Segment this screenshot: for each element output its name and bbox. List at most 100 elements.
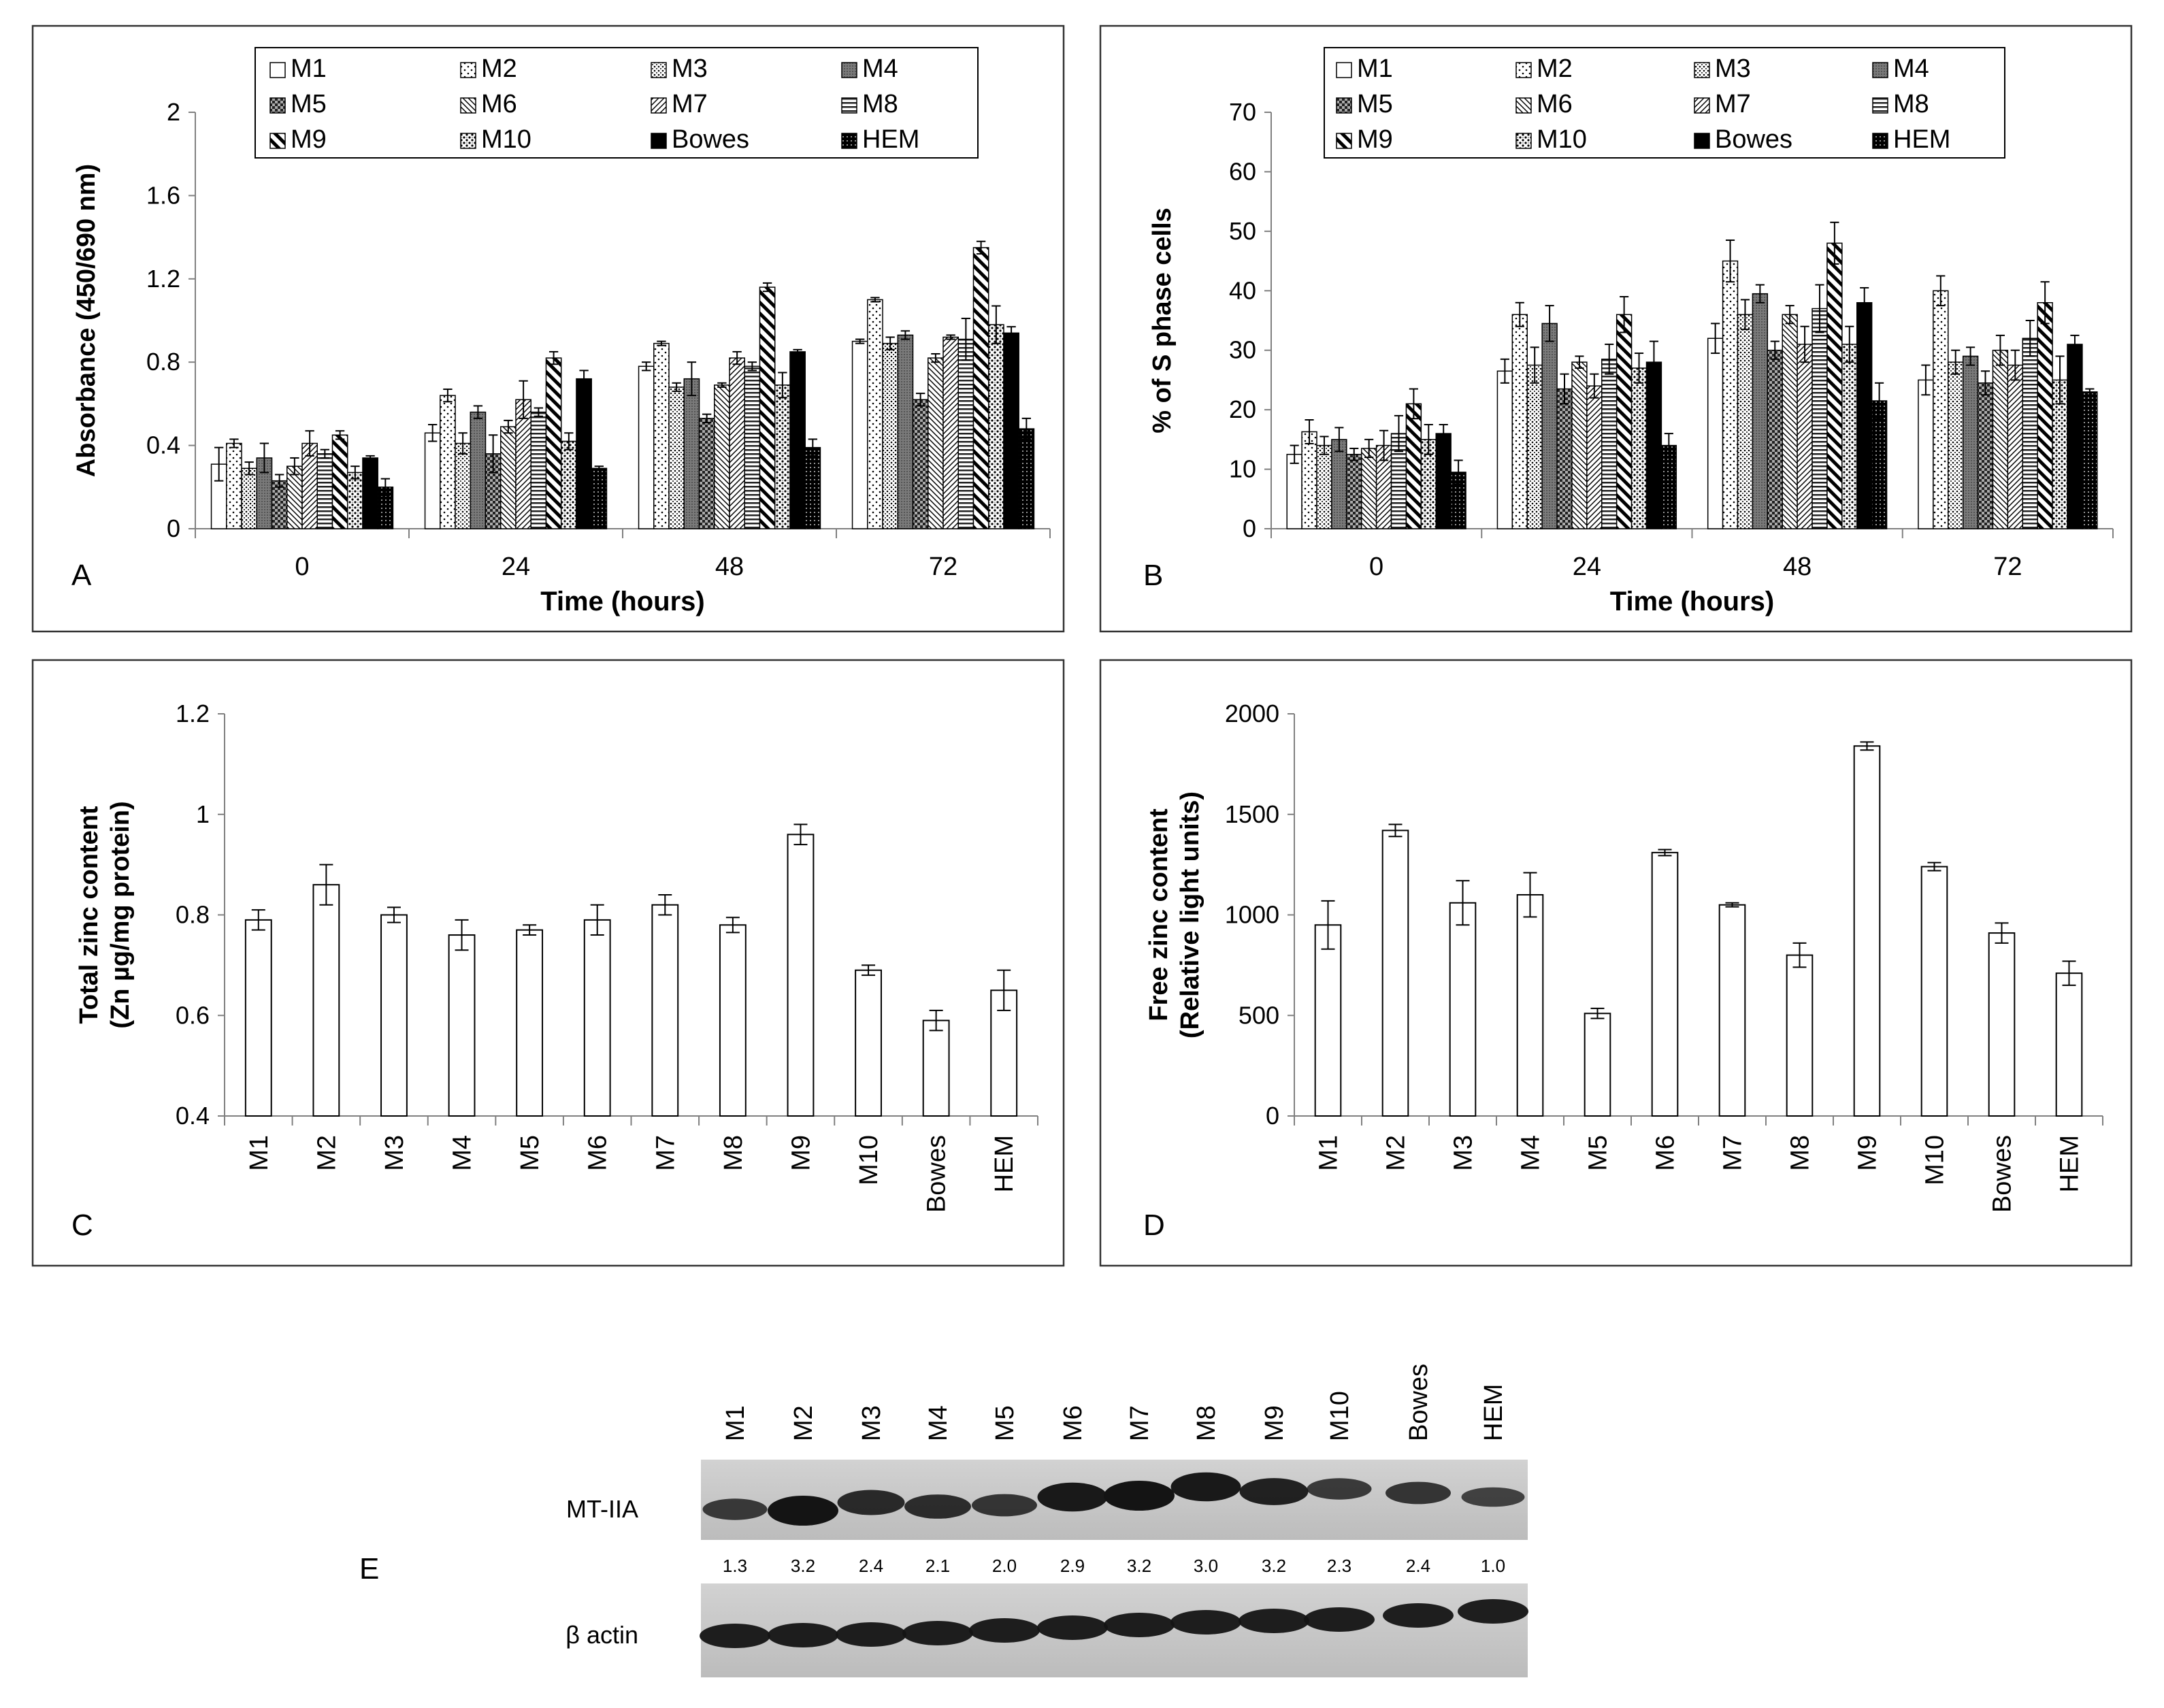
bar-m4 bbox=[1752, 293, 1769, 529]
bar-m2 bbox=[312, 884, 340, 1117]
bar-m9 bbox=[1826, 242, 1843, 529]
legend-label-bowes: Bowes bbox=[1715, 125, 1792, 154]
blot-ratio-value: 1.0 bbox=[1481, 1556, 1505, 1576]
bar-m9 bbox=[545, 357, 562, 529]
chart-b: 0 10 20 30 40 50 60 70 0 24 48 72 Time (hours) % of S… bbox=[1148, 47, 2114, 617]
x-category-label: M3 bbox=[1449, 1135, 1478, 1171]
bar-m4 bbox=[1516, 893, 1544, 1117]
legend-label-m10: M10 bbox=[1537, 125, 1587, 154]
x-axis-title: Time (hours) bbox=[1610, 587, 1775, 617]
beta-actin-band bbox=[1458, 1599, 1528, 1624]
bar-bowes bbox=[1435, 433, 1452, 529]
bar-m1 bbox=[244, 919, 272, 1117]
y-tick-label: 0.6 bbox=[176, 1001, 210, 1029]
legend-swatch-bowes bbox=[1694, 133, 1710, 149]
legend-swatch-m10 bbox=[1515, 133, 1532, 149]
bar-m7 bbox=[729, 357, 745, 529]
bar-m3 bbox=[1948, 361, 1964, 529]
panel-a-frame bbox=[31, 24, 1065, 633]
y-axis-title-line2: (Relative light units) bbox=[1176, 791, 1204, 1038]
bar-bowes bbox=[1003, 332, 1019, 529]
x-category-label: M5 bbox=[516, 1135, 544, 1171]
blot-lane-label: M10 bbox=[1326, 1391, 1354, 1441]
bar-bowes bbox=[922, 1019, 950, 1117]
bar-m9 bbox=[787, 834, 815, 1117]
bar-m2 bbox=[867, 299, 883, 529]
y-tick-label: 0.4 bbox=[176, 1102, 210, 1130]
blot-lane-label: Bowes bbox=[1405, 1364, 1433, 1441]
bar-hem bbox=[2055, 972, 2083, 1117]
legend-label-m8: M8 bbox=[1893, 90, 1929, 118]
bar-m8 bbox=[744, 365, 761, 529]
bar-m7 bbox=[2007, 364, 2024, 529]
x-category-label: 48 bbox=[715, 553, 744, 581]
bar-m2 bbox=[1301, 431, 1317, 529]
blot-ratio-value: 2.9 bbox=[1060, 1556, 1085, 1576]
x-category-label: M1 bbox=[1315, 1135, 1343, 1171]
bar-m3 bbox=[380, 914, 408, 1117]
bar-m10 bbox=[855, 969, 882, 1117]
x-category-label: M9 bbox=[1854, 1135, 1882, 1171]
legend-label-m4: M4 bbox=[862, 54, 898, 83]
y-tick-label: 2 bbox=[167, 98, 180, 126]
legend-swatch-m4 bbox=[841, 62, 857, 78]
bar-m5 bbox=[271, 480, 288, 529]
legend-label-m9: M9 bbox=[1357, 125, 1393, 154]
bar-m7 bbox=[651, 904, 679, 1117]
bar-bowes bbox=[576, 378, 592, 529]
bar-m5 bbox=[516, 929, 544, 1117]
beta-actin-band bbox=[836, 1622, 906, 1647]
bar-m6 bbox=[500, 426, 517, 529]
bar-bowes bbox=[1856, 302, 1873, 529]
bar-m2 bbox=[1933, 290, 1949, 529]
blot-lane-label: M5 bbox=[991, 1405, 1019, 1441]
bar-m7 bbox=[1797, 344, 1813, 529]
bar-m9 bbox=[972, 247, 989, 529]
y-tick-label: 1000 bbox=[1225, 901, 1279, 929]
bar-m1 bbox=[1286, 453, 1302, 529]
mt-iia-band bbox=[972, 1494, 1037, 1517]
mt-iia-band bbox=[837, 1490, 905, 1515]
bar-m7 bbox=[942, 336, 959, 529]
legend-label-m10: M10 bbox=[481, 125, 531, 154]
x-category-label: M9 bbox=[787, 1135, 815, 1171]
bar-m2 bbox=[226, 442, 242, 529]
legend-swatch-m8 bbox=[1872, 97, 1888, 114]
x-category-label: M2 bbox=[1382, 1135, 1411, 1171]
y-axis-title-line1: Free zinc content bbox=[1145, 808, 1173, 1021]
y-tick-label: 0 bbox=[1243, 514, 1256, 542]
bar-m3 bbox=[241, 467, 258, 529]
bar-m5 bbox=[1556, 388, 1573, 529]
y-tick-label: 1 bbox=[196, 800, 210, 828]
blot-lane-label: M3 bbox=[857, 1405, 886, 1441]
bar-m7 bbox=[1718, 904, 1746, 1117]
blot-lane-label: M6 bbox=[1059, 1405, 1087, 1441]
blot-ratio-value: 3.0 bbox=[1194, 1556, 1218, 1576]
x-category-label: 24 bbox=[502, 553, 530, 581]
mt-iia-band bbox=[1307, 1478, 1372, 1500]
bar-m2 bbox=[440, 395, 456, 529]
bar-hem bbox=[591, 467, 608, 529]
bar-bowes bbox=[1645, 361, 1662, 529]
bar-m10 bbox=[987, 324, 1004, 529]
blot-ratio-value: 2.0 bbox=[992, 1556, 1017, 1576]
legend-swatch-m5 bbox=[1336, 97, 1352, 114]
mt-iia-band bbox=[1461, 1487, 1525, 1507]
legend-label-m1: M1 bbox=[1357, 54, 1393, 83]
bar-m3 bbox=[1737, 314, 1754, 529]
bar-m2 bbox=[1511, 314, 1528, 529]
x-category-label: 0 bbox=[295, 553, 309, 581]
bar-m7 bbox=[1586, 385, 1603, 529]
mt-iia-band bbox=[702, 1498, 768, 1520]
bar-m9 bbox=[1853, 745, 1881, 1117]
bar-m3 bbox=[1449, 902, 1477, 1117]
y-axis-title: Absorbance (450/690 nm) bbox=[72, 164, 101, 477]
bar-bowes bbox=[362, 457, 378, 529]
bar-m2 bbox=[653, 342, 670, 529]
x-category-label: M5 bbox=[1584, 1135, 1613, 1171]
bar-m1 bbox=[1496, 370, 1513, 529]
bar-m4 bbox=[683, 378, 700, 529]
bar-m10 bbox=[774, 384, 791, 529]
bar-m10 bbox=[1630, 367, 1647, 529]
x-category-label: M6 bbox=[1652, 1135, 1680, 1171]
